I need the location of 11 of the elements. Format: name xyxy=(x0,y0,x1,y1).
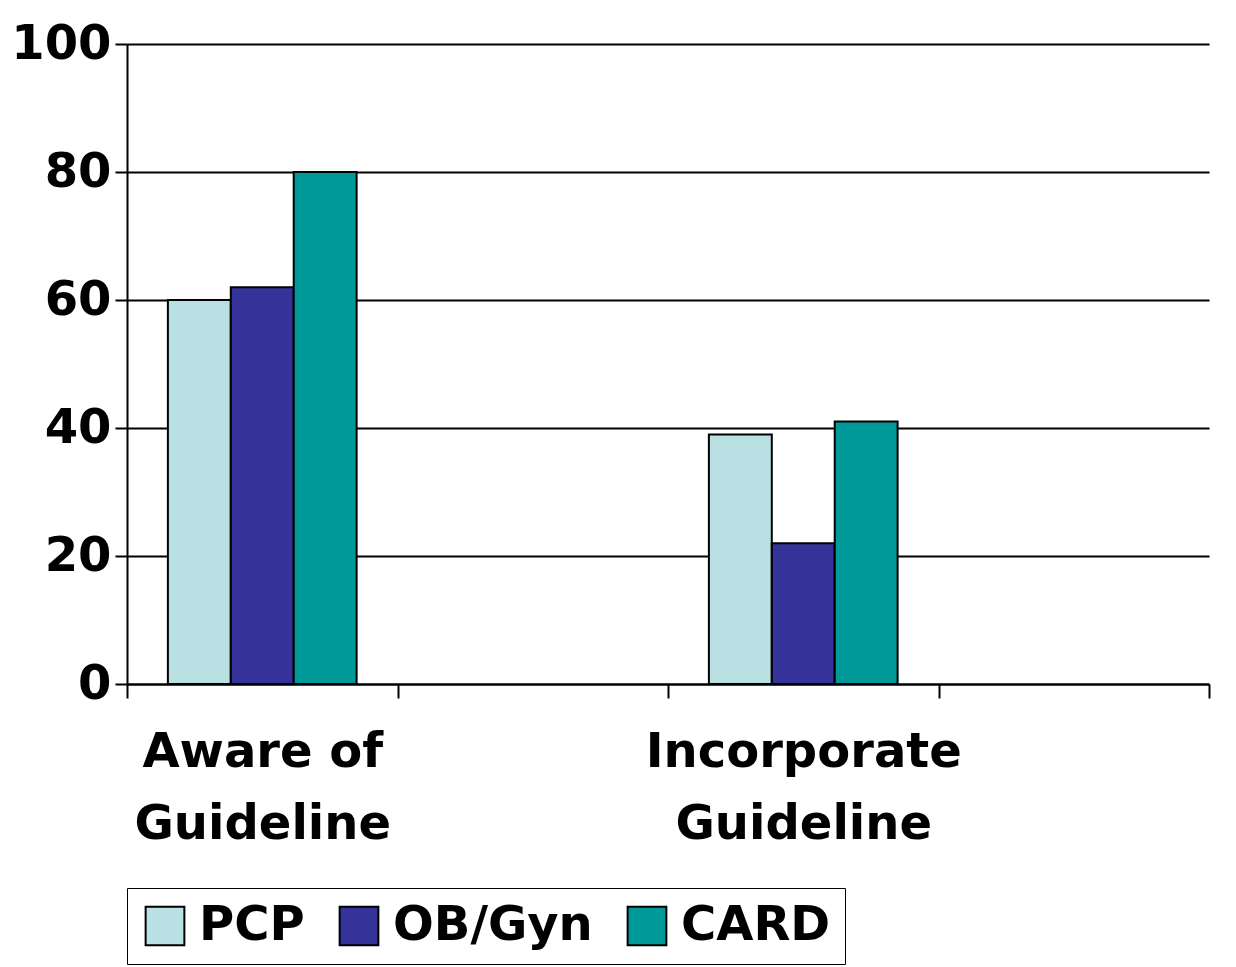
legend-label: CARD xyxy=(681,895,831,951)
x-tick-label: Aware of Guideline xyxy=(134,721,392,850)
y-tick-label: 20 xyxy=(44,525,112,582)
y-tick-label: 80 xyxy=(44,141,112,198)
legend-label: PCP xyxy=(199,895,305,951)
y-tick-label: 0 xyxy=(78,653,112,710)
legend-label: OB/Gyn xyxy=(393,895,593,951)
y-tick-label: 100 xyxy=(11,13,112,70)
y-tick-label: 40 xyxy=(44,397,112,454)
y-tick-label: 60 xyxy=(44,269,112,326)
x-tick-label: Incorporate Guideline xyxy=(645,721,962,850)
